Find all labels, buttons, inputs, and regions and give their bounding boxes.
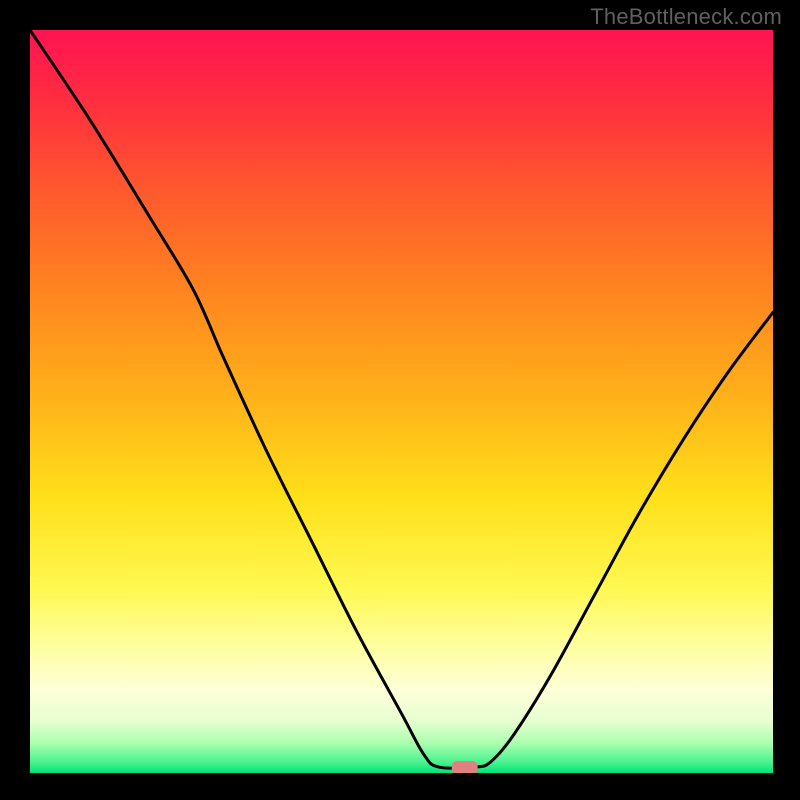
chart-plot-area (30, 30, 773, 773)
chart-svg (30, 30, 773, 773)
optimum-marker (452, 761, 478, 773)
watermark-text: TheBottleneck.com (590, 4, 782, 30)
gradient-background (30, 30, 773, 773)
